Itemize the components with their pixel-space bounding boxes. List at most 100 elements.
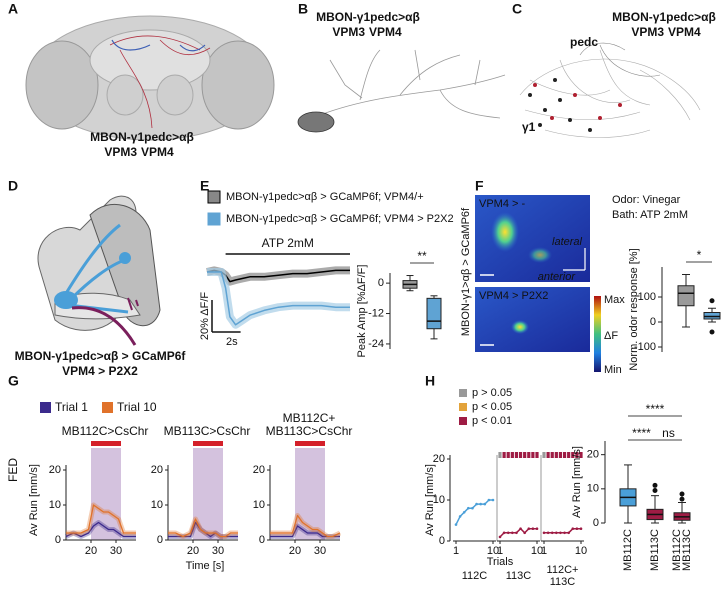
panel-letter: C [512,1,522,17]
y-tick-label: 10 [587,483,599,495]
vpm3-label: VPM3 [104,145,137,159]
neuron-label: MBON-γ1pedc>αβ [90,130,194,144]
axis-label: anterior [538,271,577,283]
trial-point [462,511,466,514]
y-tick-label: 0 [55,534,61,546]
trial-point [523,531,526,535]
x-tick-label: 1 [453,545,459,557]
y-tick-label: 0 [593,517,599,529]
trial-point [498,535,502,539]
significance-label: ns [662,426,675,440]
significance-cell [567,452,571,458]
y-tick-label: 20 [151,464,163,476]
y-tick-label: 10 [151,499,163,511]
x-tick-label: 20 [289,545,301,557]
legend-swatch [207,212,221,226]
significance-cell [558,452,563,458]
significance-cell [498,452,502,458]
significance-cell [546,452,550,458]
significance-cell [527,452,531,458]
trial-point [567,531,570,535]
significance-cell [510,452,514,458]
trial-point [483,502,487,506]
significance-cell [502,452,506,458]
y-axis-label: Av Run [mm/s] [28,464,40,536]
neuron-label: MBON-γ1pedc>αβ > GCaMP6f [15,349,187,363]
legend-label: Trial 10 [117,400,157,414]
y-tick-label: 0 [259,534,265,546]
colorbar-label: Min [604,364,622,376]
axis-label: lateral [552,236,583,248]
neuron-cloud [519,42,701,138]
group-label: 112C [462,570,488,582]
stimulus-bar [295,441,325,446]
trial-point [506,531,510,535]
y-tick-label: 20 [587,449,599,461]
y-axis-label: Peak Amp [%ΔF/F] [356,265,368,358]
neuron-label: MBON-γ1pedc>αβ [316,10,420,24]
outlier [709,298,715,304]
y-tick-label: 10 [253,499,265,511]
trial-point [458,515,462,518]
colorbar-label: ΔF [604,330,618,342]
trial-point [502,531,506,535]
trial-point [555,531,558,535]
outlier [679,491,685,497]
significance-label: * [697,248,702,262]
outlier [679,496,685,502]
trace [207,271,350,326]
trial-point [479,502,482,506]
side-label: FED [6,458,20,482]
vpm3-label: VPM3 [631,25,664,39]
trial-line [455,499,493,525]
x-tick-label: 10 [531,545,543,557]
box [677,285,695,307]
trial-point [511,531,514,535]
trace [66,504,136,534]
panel-letter: D [8,178,18,194]
y-tick-label: 0 [439,535,445,547]
trial-point [487,498,491,502]
y-tick-label: 0 [157,534,163,546]
x-tick-label: 30 [212,545,224,557]
x-tick-label: 1 [541,545,547,557]
category-label: MB112C [671,529,683,571]
legend-label: p < 0.05 [472,401,512,413]
subplot-title: MB113C>CsChr [164,424,251,438]
trace [270,514,341,538]
x-tick-label: 1 [497,545,503,557]
colorbar-label: Max [604,294,625,306]
brain-render [25,15,275,141]
y-tick-label: 20 [49,464,61,476]
significance-cell [518,452,523,458]
subplot-title: MB112C>CsChr [62,424,149,438]
y-tick-label: 0 [378,277,384,289]
x-axis-label: Time [s] [186,560,225,572]
group-label: 113C [550,576,576,588]
trial-point [571,527,575,530]
y-tick-label: 10 [49,499,61,511]
panel-letter: F [475,178,484,194]
significance-cell [571,452,575,458]
legend-swatch [459,417,467,425]
neuron-label: MBON-γ1pedc>αβ [612,10,716,24]
trial-point [535,527,539,530]
category-label: MB113C [649,529,661,571]
y-tick-label: -100 [634,341,656,353]
vpm4-label: VPM4 [141,145,174,159]
row-label: VPM4 > P2X2 [479,290,548,302]
y-tick-label: 100 [638,291,656,303]
significance-cell [531,452,535,458]
stimulus-bar [193,441,223,446]
subplot-title: MB112C+ [283,411,336,425]
pedc-label: pedc [570,35,598,49]
panel-letter: G [8,373,19,389]
legend-swatch [102,402,113,413]
significance-label: ** [417,249,427,263]
legend-label: MBON-γ1pedc>αβ > GCaMP6f; VPM4/+ [226,191,424,203]
genotype-label: MBON-γ1>αβ > GCaMP6f [460,207,472,336]
trace [65,521,136,538]
legend-swatch [207,190,221,204]
panel-letter: E [200,178,209,194]
